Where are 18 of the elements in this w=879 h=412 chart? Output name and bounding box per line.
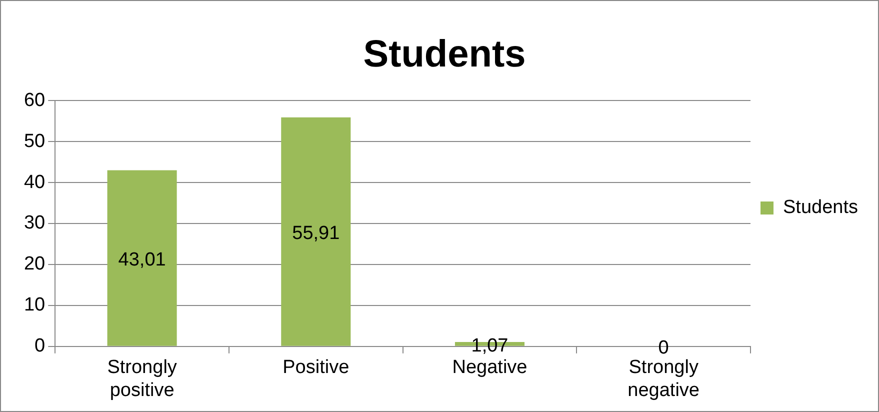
y-tick-label: 30 (24, 212, 46, 234)
x-tick-label: Negative (452, 357, 528, 378)
y-tick-label: 60 (24, 90, 46, 111)
chart-title: Students (363, 33, 526, 76)
bar (107, 170, 177, 346)
y-tick-label: 50 (24, 130, 46, 152)
data-label: 55,91 (292, 223, 340, 244)
x-tick-label: Positive (282, 357, 350, 378)
data-label: 0 (658, 338, 669, 359)
data-label: 43,01 (118, 250, 166, 271)
y-tick-label: 0 (34, 336, 46, 357)
y-tick-label: 40 (24, 172, 46, 193)
x-tick-label: Strongly negative (628, 357, 700, 401)
y-tick-label: 20 (24, 254, 46, 275)
x-tick-label: Strongly positive (107, 357, 178, 401)
y-tick-label: 10 (24, 294, 46, 316)
bar (281, 117, 351, 346)
legend-label: Students (783, 197, 858, 218)
